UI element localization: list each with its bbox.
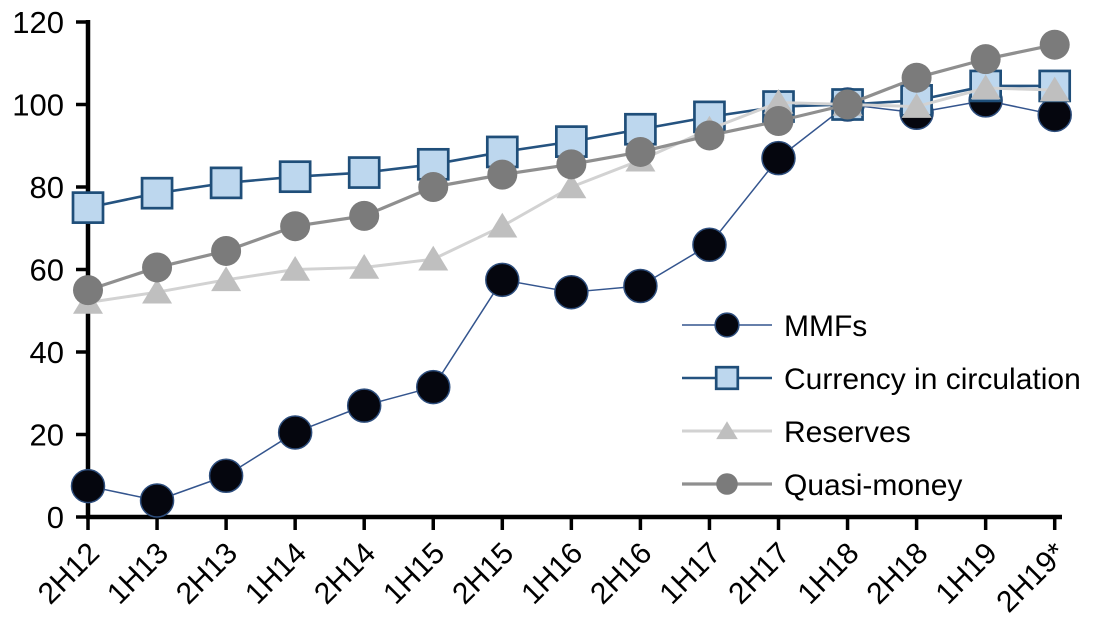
series-marker-mmfs: [139, 483, 175, 518]
x-tick-label: 2H14: [308, 537, 382, 611]
legend-swatch-reserves: [716, 421, 738, 440]
x-tick-label: 2H15: [446, 537, 520, 611]
series-marker-mmfs: [554, 274, 589, 310]
y-tick-label: 120: [12, 5, 64, 40]
series-marker-reserves: [901, 93, 932, 118]
x-tick-label: 1H19: [930, 537, 1004, 611]
series-marker-mmfs: [1037, 97, 1072, 133]
series-marker-mmfs: [485, 262, 520, 298]
series-marker-quasi-money: [763, 106, 794, 136]
series-marker-mmfs: [70, 468, 106, 504]
series-marker-reserves: [142, 278, 173, 304]
series-marker-reserves: [418, 245, 449, 271]
series-marker-quasi-money: [1039, 29, 1070, 60]
series-marker-quasi-money: [418, 172, 449, 202]
x-tick-label: 2H19*: [990, 536, 1073, 619]
series-marker-currency-in-circulation: [140, 176, 174, 210]
x-tick-label: 1H16: [515, 537, 589, 611]
series-marker-quasi-money: [73, 275, 103, 306]
y-tick-label: 100: [12, 88, 64, 123]
series-marker-currency-in-circulation: [347, 156, 381, 189]
legend-swatch-currency-in-circulation: [714, 365, 740, 391]
x-tick-label: 2H18: [861, 537, 935, 611]
legend-label-reserves: Reserves: [784, 416, 911, 449]
x-tick-label: 1H17: [653, 537, 727, 611]
series-marker-quasi-money: [349, 200, 380, 231]
series-marker-quasi-money: [625, 136, 656, 167]
legend-swatch-mmfs: [714, 312, 740, 338]
x-tick-label: 1H13: [101, 537, 175, 611]
y-tick-label: 40: [30, 335, 64, 370]
legend-label-quasi-money: Quasi-money: [784, 469, 962, 502]
x-tick-label: 2H13: [170, 537, 244, 611]
series-marker-quasi-money: [280, 211, 311, 242]
x-tick-label: 2H16: [584, 537, 658, 611]
series-marker-mmfs: [761, 140, 796, 176]
series-marker-mmfs: [277, 415, 313, 450]
series-marker-reserves: [1039, 76, 1070, 102]
series-marker-currency-in-circulation: [278, 160, 312, 194]
series-marker-quasi-money: [832, 89, 863, 120]
y-tick-label: 0: [47, 500, 64, 535]
series-marker-currency-in-circulation: [209, 166, 243, 200]
x-tick-label: 1H14: [239, 537, 313, 611]
series-marker-quasi-money: [694, 120, 725, 151]
x-tick-label: 1H18: [791, 537, 865, 611]
series-marker-currency-in-circulation: [71, 191, 105, 224]
legend-swatch-quasi-money: [716, 473, 738, 495]
series-marker-reserves: [487, 212, 518, 238]
legend-label-mmfs: MMFs: [784, 310, 867, 343]
series-marker-quasi-money: [901, 62, 932, 93]
series-marker-reserves: [211, 266, 242, 292]
series-marker-quasi-money: [142, 252, 173, 283]
series-marker-quasi-money: [211, 235, 242, 266]
series-marker-mmfs: [623, 268, 658, 304]
series-marker-mmfs: [208, 458, 244, 493]
legend-label-currency-in-circulation: Currency in circulation: [784, 363, 1081, 396]
series-marker-quasi-money: [487, 159, 518, 190]
series-marker-mmfs: [692, 227, 727, 262]
series-marker-reserves: [280, 256, 311, 281]
y-tick-label: 20: [30, 418, 64, 453]
series-marker-reserves: [556, 173, 587, 199]
y-tick-label: 80: [30, 170, 64, 205]
series-marker-mmfs: [346, 388, 382, 423]
series-marker-quasi-money: [970, 44, 1001, 75]
series-marker-quasi-money: [556, 149, 587, 180]
series-marker-mmfs: [416, 369, 451, 405]
x-tick-label: 1H15: [377, 537, 451, 611]
x-tick-label: 2H17: [722, 537, 796, 611]
series-marker-reserves: [349, 253, 380, 279]
y-tick-label: 60: [30, 253, 64, 288]
series-marker-reserves: [970, 74, 1001, 100]
x-tick-label: 2H12: [32, 537, 106, 611]
series-marker-reserves: [763, 88, 794, 114]
